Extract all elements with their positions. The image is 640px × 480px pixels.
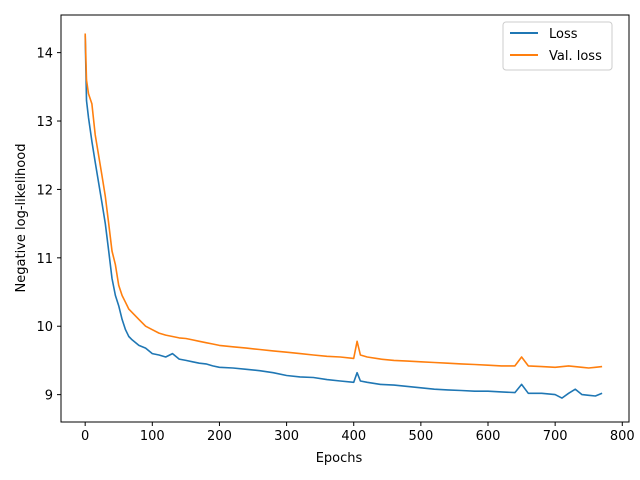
- x-tick-label: 0: [81, 429, 89, 444]
- series-line-loss: [84, 35, 603, 399]
- y-tick-label: 12: [36, 183, 53, 198]
- plot-frame: [60, 14, 630, 423]
- y-axis-ticks: 9 10 11 12 13 14: [36, 47, 61, 404]
- x-tick-label: 600: [476, 429, 501, 444]
- y-axis-label: Negative log-likelihood: [14, 144, 29, 293]
- legend: Loss Val. loss: [502, 21, 613, 71]
- series-layer: [84, 33, 603, 399]
- y-tick-label: 11: [36, 252, 53, 267]
- x-tick-label: 800: [610, 429, 635, 444]
- x-tick-label: 400: [341, 429, 366, 444]
- series-line-val-loss: [84, 33, 603, 369]
- legend-label-val-loss: Val. loss: [549, 49, 602, 64]
- y-tick-label: 13: [36, 115, 53, 130]
- x-tick-label: 300: [274, 429, 299, 444]
- x-tick-label: 100: [140, 429, 165, 444]
- x-tick-label: 700: [543, 429, 568, 444]
- x-tick-label: 200: [207, 429, 232, 444]
- y-tick-label: 9: [45, 389, 53, 404]
- y-tick-label: 14: [36, 47, 53, 62]
- x-axis-ticks: 0 100 200 300 400 500 600 700 800: [81, 422, 635, 444]
- x-tick-label: 500: [408, 429, 433, 444]
- plot-area: [60, 14, 630, 423]
- x-axis-label: Epochs: [316, 451, 363, 466]
- legend-label-loss: Loss: [549, 27, 578, 42]
- y-tick-label: 10: [36, 320, 53, 335]
